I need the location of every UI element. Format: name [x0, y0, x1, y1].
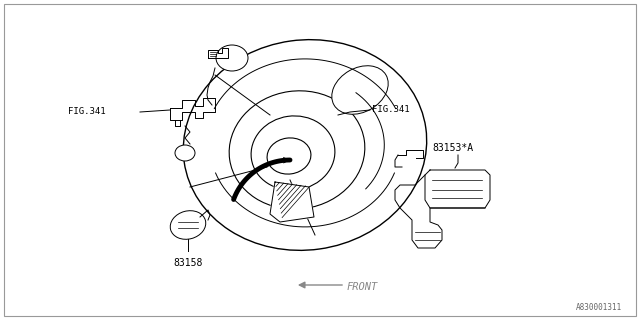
Ellipse shape: [175, 145, 195, 161]
Ellipse shape: [267, 138, 311, 174]
Text: 83153*A: 83153*A: [432, 143, 473, 153]
Ellipse shape: [251, 116, 335, 190]
Text: FIG.341: FIG.341: [372, 106, 410, 115]
Ellipse shape: [170, 211, 206, 239]
Text: A830001311: A830001311: [576, 303, 622, 312]
Ellipse shape: [332, 66, 388, 114]
Ellipse shape: [183, 40, 427, 250]
Ellipse shape: [216, 45, 248, 71]
Text: FIG.341: FIG.341: [68, 108, 106, 116]
Polygon shape: [425, 170, 490, 208]
Text: FRONT: FRONT: [347, 282, 378, 292]
Ellipse shape: [229, 91, 365, 209]
Text: 83158: 83158: [173, 258, 203, 268]
Polygon shape: [270, 182, 314, 222]
